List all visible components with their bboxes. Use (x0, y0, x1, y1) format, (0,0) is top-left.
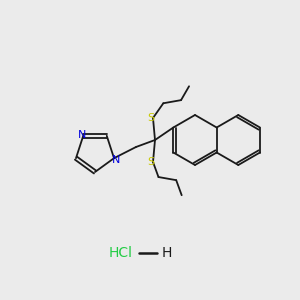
Text: H: H (162, 246, 172, 260)
Text: HCl: HCl (109, 246, 133, 260)
Text: N: N (78, 130, 86, 140)
Text: N: N (112, 155, 120, 165)
Text: S: S (147, 157, 155, 167)
Text: S: S (147, 113, 155, 123)
